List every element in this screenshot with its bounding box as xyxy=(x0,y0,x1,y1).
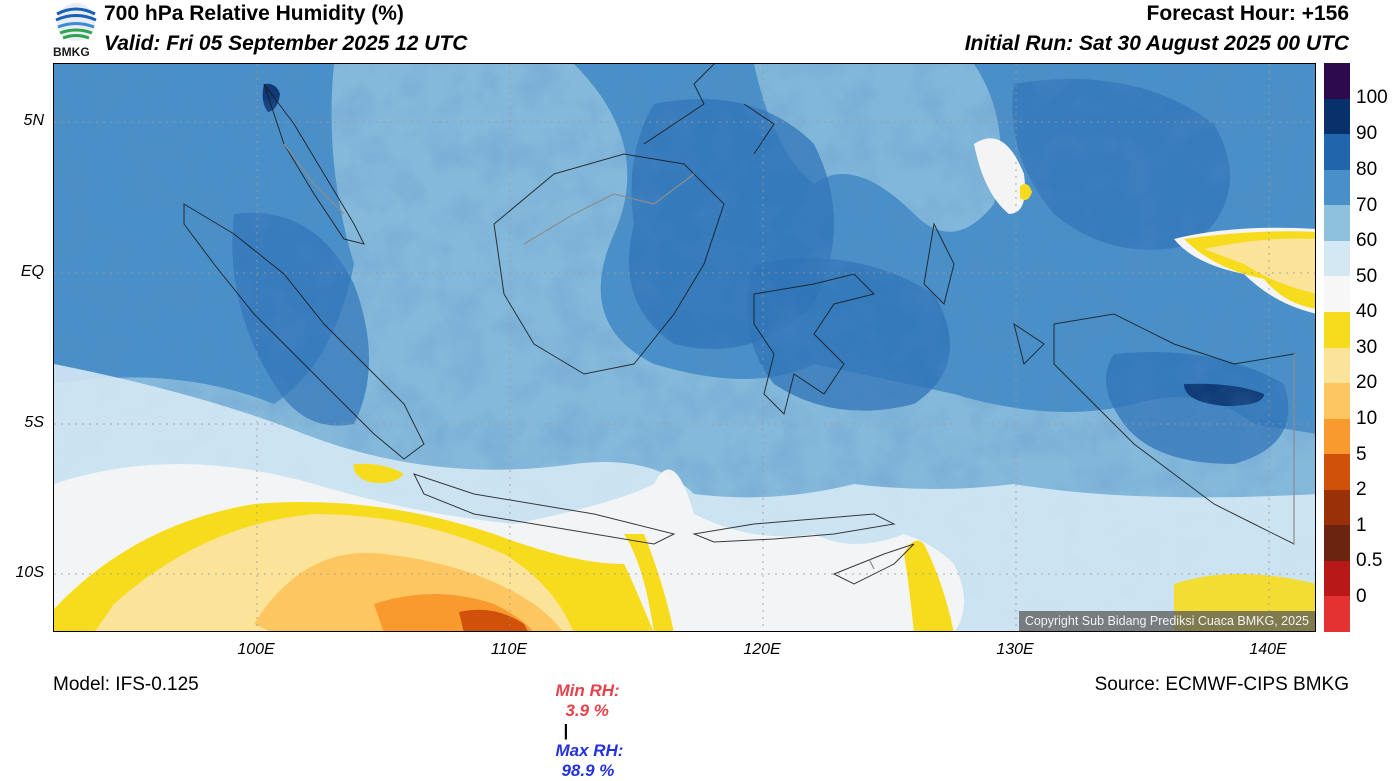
colorbar-swatch-5 xyxy=(1324,240,1350,277)
rh-stats: Min RH: 3.9 % | Max RH: 98.9 % xyxy=(546,661,623,781)
rh-field-30-f xyxy=(1020,184,1032,200)
colorbar-label-60: 60 xyxy=(1356,230,1378,251)
lon-label-120e: 120E xyxy=(743,641,781,658)
colorbar-label-20: 20 xyxy=(1356,372,1378,393)
max-rh-value: 98.9 % xyxy=(561,761,615,780)
colorbar-label-100: 100 xyxy=(1356,87,1388,108)
coast-philippines xyxy=(643,64,775,155)
stats-separator: | xyxy=(563,721,569,740)
humidity-map: Copyright Sub Bidang Prediksi Cuaca BMKG… xyxy=(53,63,1316,632)
colorbar xyxy=(1324,63,1350,632)
colorbar-label-5: 5 xyxy=(1356,444,1367,465)
coast-timor xyxy=(832,543,915,585)
lon-label-100e: 100E xyxy=(237,641,275,658)
data-source: Source: ECMWF-CIPS BMKG xyxy=(1094,674,1349,695)
colorbar-label-70: 70 xyxy=(1356,195,1378,216)
colorbar-swatch-0 xyxy=(1324,63,1350,99)
coast-borneo xyxy=(493,153,725,375)
rh-field-20-b xyxy=(1204,238,1315,294)
colorbar-swatch-4 xyxy=(1324,205,1350,241)
min-rh-value: 3.9 % xyxy=(565,701,609,720)
border-borneo xyxy=(523,173,695,245)
max-rh-label: Max RH: xyxy=(555,741,624,760)
colorbar-label-10: 10 xyxy=(1356,408,1378,429)
lat-label-eq: EQ xyxy=(20,263,44,280)
colorbar-label-0-5: 0.5 xyxy=(1356,550,1383,571)
colorbar-swatch-15 xyxy=(1324,596,1350,632)
colorbar-label-30: 30 xyxy=(1356,337,1378,358)
colorbar-label-1: 1 xyxy=(1356,515,1367,536)
lat-label-5n: 5N xyxy=(23,112,44,129)
coast-java xyxy=(413,473,676,545)
coast-papua xyxy=(1053,313,1295,545)
colorbar-label-40: 40 xyxy=(1356,301,1378,322)
colorbar-swatch-7 xyxy=(1324,312,1350,348)
forecast-hour: Forecast Hour: +156 xyxy=(1146,2,1350,25)
graticule xyxy=(54,64,1315,631)
colorbar-swatch-8 xyxy=(1324,347,1350,384)
rh-field-40-north xyxy=(974,138,1025,214)
colorbar-swatch-1 xyxy=(1324,98,1350,135)
coastlines xyxy=(183,64,1295,585)
borders xyxy=(283,143,1295,570)
initial-run: Initial Run: Sat 30 August 2025 00 UTC xyxy=(964,32,1349,55)
rh-field-30-e xyxy=(353,463,404,483)
colorbar-swatch-14 xyxy=(1324,560,1350,597)
model-name: Model: IFS-0.125 xyxy=(53,674,199,695)
rh-field-2 xyxy=(459,609,528,631)
coast-sumatra xyxy=(183,203,425,460)
lon-label-130e: 130E xyxy=(996,641,1034,658)
colorbar-label-90: 90 xyxy=(1356,123,1378,144)
lon-label-140e: 140E xyxy=(1249,641,1287,658)
valid-time: Valid: Fri 05 September 2025 12 UTC xyxy=(104,32,468,55)
lat-label-10s: 10S xyxy=(15,564,44,581)
chart-title: 700 hPa Relative Humidity (%) xyxy=(104,2,404,25)
border-timor xyxy=(868,558,875,570)
colorbar-label-2: 2 xyxy=(1356,479,1367,500)
colorbar-swatch-2 xyxy=(1324,134,1350,170)
colorbar-label-80: 80 xyxy=(1356,159,1378,180)
colorbar-swatch-9 xyxy=(1324,383,1350,419)
logo-text: BMKG xyxy=(53,45,90,59)
coast-maluku xyxy=(923,222,1045,365)
coast-nusa-tenggara xyxy=(692,513,896,543)
colorbar-label-0: 0 xyxy=(1356,586,1367,607)
colorbar-swatch-13 xyxy=(1324,525,1350,561)
coast-malay-peninsula xyxy=(263,83,365,245)
colorbar-swatch-11 xyxy=(1324,454,1350,490)
lat-label-5s: 5S xyxy=(24,414,44,431)
copyright-notice: Copyright Sub Bidang Prediksi Cuaca BMKG… xyxy=(1018,611,1315,631)
colorbar-swatch-10 xyxy=(1324,418,1350,455)
colorbar-label-50: 50 xyxy=(1356,266,1378,287)
rh-field-30-c xyxy=(904,540,954,631)
min-rh-label: Min RH: xyxy=(555,681,620,700)
colorbar-swatch-6 xyxy=(1324,276,1350,312)
colorbar-swatch-12 xyxy=(1324,489,1350,526)
rh-field-30-b xyxy=(624,534,674,631)
bmkg-logo: BMKG xyxy=(51,2,101,60)
coast-sulawesi xyxy=(753,273,875,415)
border-malay xyxy=(283,143,345,215)
lon-label-110e: 110E xyxy=(490,641,528,658)
colorbar-swatch-3 xyxy=(1324,169,1350,206)
